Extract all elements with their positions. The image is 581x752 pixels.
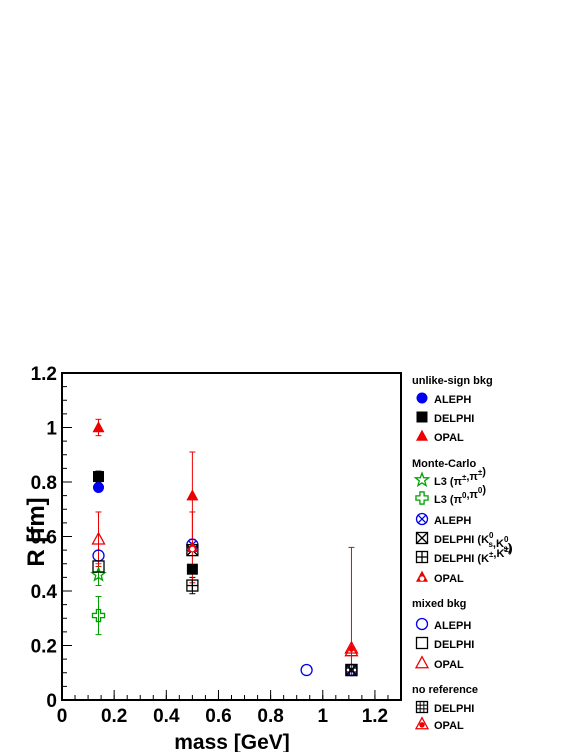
data-point (92, 560, 105, 573)
y-tick-label: 0.4 (31, 582, 58, 603)
data-point (186, 563, 198, 575)
legend-label: DELPHI (434, 413, 474, 425)
legend-label: OPAL (434, 659, 464, 671)
x-tick-label: 0.6 (205, 706, 231, 727)
y-tick-label: 1.2 (31, 364, 57, 385)
legend-label: L3 (π0,π0) (434, 484, 486, 506)
legend-label: ALEPH (434, 620, 471, 632)
x-axis-title: mass [GeV] (174, 731, 290, 752)
x-tick-label: 0.4 (153, 706, 180, 727)
x-tick-label: 1 (317, 706, 328, 727)
y-axis-title: R [fm] (23, 497, 50, 566)
data-point (300, 663, 313, 677)
legend-label: ALEPH (434, 515, 471, 527)
y-tick-label: 0 (46, 691, 57, 712)
y-tick-label: 1 (46, 419, 57, 440)
legend-marker (415, 491, 429, 505)
legend-group-heading: unlike-sign bkg (412, 375, 493, 387)
legend: unlike-sign bkg ALEPH DELPHI OPAL Monte-Carl… (412, 375, 513, 732)
legend-marker (414, 716, 430, 730)
legend-label: OPAL (434, 432, 464, 444)
legend-marker (415, 531, 429, 545)
legend-marker (415, 550, 429, 564)
data-point (91, 608, 106, 623)
legend-marker (415, 617, 429, 631)
data-point (93, 471, 105, 483)
data-point (344, 640, 359, 654)
legend-label: ALEPH (434, 394, 471, 406)
legend-group-heading: mixed bkg (412, 598, 466, 610)
legend-label: DELPHI (K0 s,K0 s) (434, 531, 512, 554)
legend-marker (416, 392, 428, 404)
legend-marker (416, 411, 428, 423)
error-bars (95, 418, 355, 676)
legend-marker (415, 636, 429, 650)
legend-group-heading: Monte-Carlo (412, 458, 476, 470)
y-tick-label: 0.2 (31, 637, 57, 658)
x-tick-label: 0.8 (257, 706, 283, 727)
legend-marker (415, 700, 429, 714)
legend-marker (414, 655, 430, 669)
data-point (345, 663, 358, 677)
legend-marker (415, 429, 429, 441)
legend-label: DELPHI (434, 703, 474, 715)
data-point (186, 579, 199, 592)
x-tick-label: 0.2 (101, 706, 127, 727)
legend-label: DELPHI (434, 639, 474, 651)
legend-label: OPAL (434, 720, 464, 732)
y-tick-label: 0.6 (31, 528, 57, 549)
data-point (93, 481, 105, 493)
data-point (186, 541, 199, 553)
legend-marker (413, 471, 431, 488)
legend-label: L3 (π±,π±) (434, 466, 486, 488)
x-tick-label: 1.2 (362, 706, 388, 727)
legend-label: DELPHI (K±,K±) (434, 543, 513, 565)
data-point (92, 421, 105, 433)
data-point (344, 643, 359, 657)
legend-marker (415, 512, 429, 526)
x-tick-label: 0 (57, 706, 68, 727)
data-point (186, 489, 199, 501)
data-points (90, 421, 359, 677)
y-tick-label: 0.8 (31, 473, 57, 494)
data-point (91, 531, 106, 545)
legend-marker (415, 570, 429, 582)
legend-group-heading: no reference (412, 684, 478, 696)
legend-label: OPAL (434, 573, 464, 585)
axes: 0 0.2 0.4 0.6 0.8 1 1.2 0 0.2 0.4 0.6 0.8 1 1.2 (31, 364, 402, 727)
